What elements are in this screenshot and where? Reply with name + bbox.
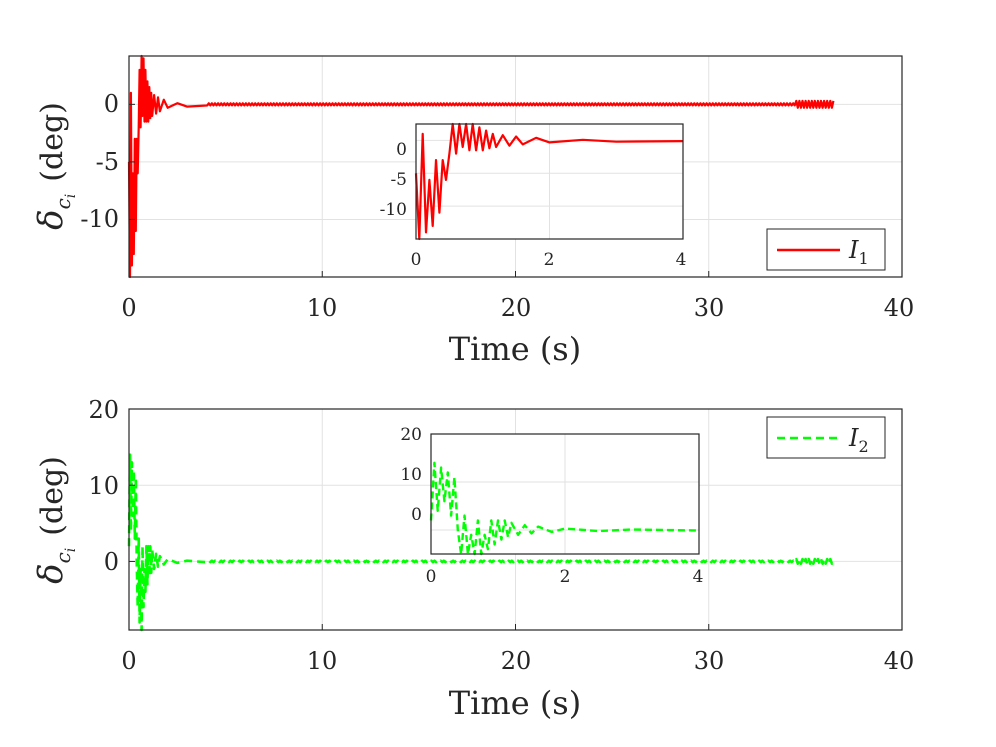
top-inset-xtick-4: 4 <box>676 250 687 270</box>
top-legend-label-main: I <box>848 236 859 264</box>
top-ylabel-text: (deg) <box>35 102 70 182</box>
bottom-data <box>127 453 835 632</box>
bottom-ylabel-subsub: i <box>63 548 79 552</box>
bottom-ylabel-symbol: δ <box>31 563 71 583</box>
bottom-xtick-0: 0 <box>121 647 136 675</box>
bottom-inset-ytick-0: 0 <box>411 505 422 525</box>
bottom-ylabel-text: (deg) <box>35 456 70 536</box>
top-ticks <box>128 103 903 277</box>
svg-text:δci(deg): δci (deg) <box>31 456 79 584</box>
bottom-ylabel-sub: c <box>51 552 75 563</box>
top-legend-label-sub: 1 <box>858 249 868 268</box>
bottom-xtick-10: 10 <box>307 647 338 675</box>
bottom-legend-label: I2 <box>848 424 869 456</box>
top-plot: 0 10 20 30 40 0 -5 -10 Time (s) δci(deg)… <box>31 54 915 368</box>
bottom-ylabel: δci (deg) <box>31 456 79 584</box>
top-legend-label: I1 <box>848 236 869 268</box>
top-ytick-0: 0 <box>104 90 119 118</box>
top-xtick-20: 20 <box>501 294 532 322</box>
top-ylabel: δci (deg) <box>31 102 79 230</box>
svg-text:δci(deg): δci (deg) <box>31 102 79 230</box>
bottom-inset: 0 2 4 20 10 0 <box>400 425 703 587</box>
top-xtick-10: 10 <box>307 294 338 322</box>
bottom-series-I2 <box>127 453 835 632</box>
top-inset-frame <box>415 123 684 240</box>
bottom-xtick-20: 20 <box>501 647 532 675</box>
top-xtick-40: 40 <box>884 294 915 322</box>
top-inset-ytick-m5: -5 <box>390 170 407 190</box>
top-inset: 0 2 4 0 -5 -10 <box>380 122 687 270</box>
top-inset-xtick-2: 2 <box>544 250 555 270</box>
bottom-legend-label-sub: 2 <box>858 437 868 456</box>
top-xlabel: Time (s) <box>449 330 581 368</box>
top-xtick-30: 30 <box>694 294 725 322</box>
top-inset-series-I1 <box>414 122 684 241</box>
bottom-ticks <box>128 408 903 630</box>
top-inset-data <box>414 122 684 241</box>
top-legend: I1 <box>766 228 886 271</box>
bottom-inset-series-I2 <box>429 461 700 556</box>
bottom-inset-ytick-20: 20 <box>400 425 422 445</box>
bottom-xtick-40: 40 <box>884 647 915 675</box>
bottom-inset-xtick-2: 2 <box>560 567 571 587</box>
bottom-inset-xtick-0: 0 <box>426 567 437 587</box>
bottom-plot: 0 10 20 30 40 20 10 0 Time (s) δci(deg) … <box>31 396 914 722</box>
bottom-inset-data <box>429 461 700 556</box>
top-xtick-0: 0 <box>121 294 136 322</box>
top-series-I1 <box>127 54 835 279</box>
top-ylabel-symbol: δ <box>31 209 71 229</box>
bottom-legend-label-main: I <box>848 424 859 452</box>
bottom-inset-frame <box>430 433 700 555</box>
bottom-ytick-20: 20 <box>88 396 119 424</box>
top-inset-ytick-m10: -10 <box>380 200 407 220</box>
top-ylabel-sub: c <box>51 198 75 209</box>
top-ytick-m10: -10 <box>80 205 119 233</box>
bottom-legend: I2 <box>766 416 886 459</box>
bottom-inset-xtick-4: 4 <box>693 567 704 587</box>
top-inset-ytick-0: 0 <box>396 140 407 160</box>
bottom-inset-ytick-10: 10 <box>400 465 422 485</box>
bottom-xlabel: Time (s) <box>449 684 581 722</box>
top-data <box>127 54 835 279</box>
top-inset-xtick-0: 0 <box>411 250 422 270</box>
top-ylabel-subsub: i <box>63 194 79 198</box>
bottom-ytick-10: 10 <box>88 472 119 500</box>
top-ytick-m5: -5 <box>96 148 119 176</box>
bottom-xtick-30: 30 <box>694 647 725 675</box>
bottom-legend-box <box>766 416 886 459</box>
bottom-ytick-0: 0 <box>104 548 119 576</box>
